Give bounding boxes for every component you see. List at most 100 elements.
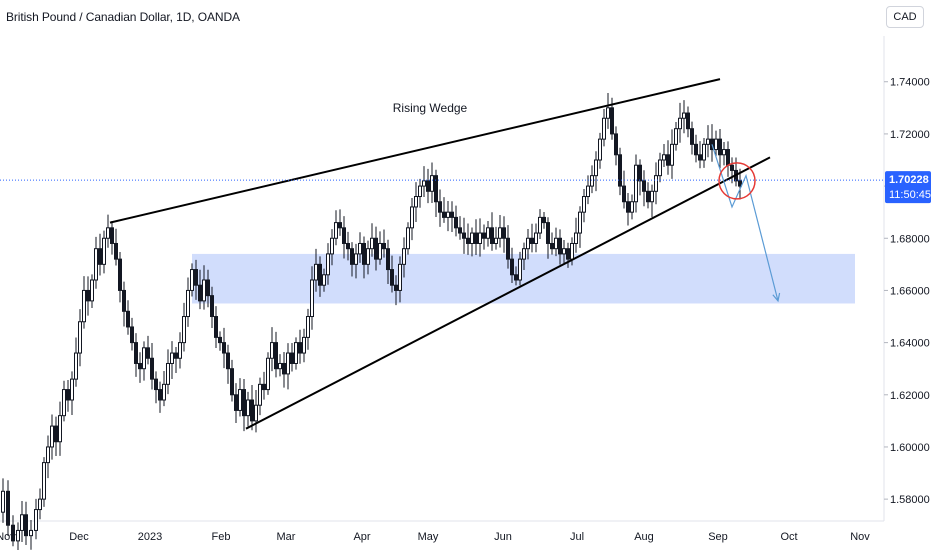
- candle-body: [470, 232, 474, 244]
- candle-body: [166, 362, 170, 385]
- candle-body: [578, 211, 582, 234]
- candle-body: [134, 342, 138, 364]
- candle-body: [346, 242, 350, 250]
- candle-body: [250, 399, 254, 422]
- y-tick-label: 1.66000: [890, 285, 930, 297]
- candle-body: [602, 117, 606, 140]
- candle-body: [458, 227, 462, 234]
- candle-body: [238, 389, 242, 411]
- x-tick-label: Mar: [277, 531, 296, 543]
- candle-body: [234, 394, 238, 411]
- candle-body: [182, 316, 186, 344]
- candle-body: [410, 206, 414, 229]
- candle-body: [130, 326, 134, 344]
- candle-body: [242, 389, 246, 417]
- candle-body: [378, 242, 382, 260]
- candle-body: [642, 180, 646, 192]
- candle-body: [718, 138, 722, 156]
- candle-body: [738, 180, 742, 187]
- x-tick-label: Aug: [634, 531, 654, 543]
- candle-body: [482, 232, 486, 239]
- candle-body: [542, 216, 546, 224]
- candle-body: [582, 196, 586, 213]
- x-tick-label: Jul: [570, 531, 584, 543]
- candle-body: [434, 175, 438, 203]
- candle-body: [670, 143, 674, 166]
- x-tick-label: Sep: [708, 531, 728, 543]
- candle-body: [210, 295, 214, 318]
- candle-body: [598, 138, 602, 161]
- candle-body: [102, 237, 106, 265]
- symbol-title: British Pound / Canadian Dollar, 1D, OAN…: [6, 10, 240, 24]
- candle-body: [370, 237, 374, 250]
- candle-body: [622, 185, 626, 203]
- candle-body: [690, 128, 694, 145]
- x-tick-label: 2023: [138, 531, 162, 543]
- candle-body: [82, 289, 86, 323]
- candle-body: [566, 248, 570, 260]
- candle-body: [638, 164, 642, 182]
- candle-body: [494, 237, 498, 244]
- candle-body: [198, 284, 202, 302]
- candle-body: [694, 143, 698, 156]
- candle-body: [122, 289, 126, 312]
- candle-body: [202, 279, 206, 302]
- candle-body: [270, 342, 274, 359]
- candle-body: [558, 237, 562, 255]
- candle-body: [330, 237, 334, 255]
- y-tick-label: 1.68000: [890, 233, 930, 245]
- candle-body: [226, 352, 230, 370]
- candle-body: [526, 237, 530, 250]
- candle-body: [674, 128, 678, 145]
- candle-body: [406, 227, 410, 250]
- candle-body: [590, 175, 594, 187]
- candle-body: [634, 164, 638, 203]
- candle-body: [414, 196, 418, 208]
- candle-body: [678, 117, 682, 130]
- candle-body: [730, 164, 734, 171]
- candle-body: [206, 279, 210, 297]
- candle-body: [16, 529, 20, 542]
- candle-body: [150, 357, 154, 380]
- candle-body: [290, 352, 294, 364]
- candle-body: [146, 347, 150, 359]
- candle-body: [510, 258, 514, 276]
- x-tick-label: Apr: [353, 531, 370, 543]
- countdown-label: 11:50:45: [889, 189, 931, 201]
- y-tick-label: 1.72000: [890, 129, 930, 141]
- candle-body: [262, 383, 266, 391]
- candle-body: [490, 227, 494, 244]
- candle-body: [534, 232, 538, 244]
- candle-body: [426, 180, 430, 192]
- candle-body: [550, 242, 554, 250]
- candle-body: [606, 107, 610, 119]
- candle-body: [446, 211, 450, 218]
- candle-body: [11, 524, 15, 542]
- x-tick-label: Dec: [69, 531, 89, 543]
- candle-body: [118, 258, 122, 291]
- projection-arrowhead: [772, 292, 781, 303]
- candle-body: [422, 180, 426, 187]
- currency-button[interactable]: CAD: [886, 6, 924, 28]
- candle-body: [350, 248, 354, 265]
- candle-body: [506, 237, 510, 260]
- candle-body: [218, 336, 222, 344]
- candle-body: [650, 190, 654, 203]
- candle-body: [62, 389, 66, 417]
- candle-body: [190, 269, 194, 291]
- candle-body: [518, 258, 522, 281]
- candle-body: [138, 362, 142, 370]
- candle-body: [374, 237, 378, 260]
- candle-body: [478, 232, 482, 244]
- candle-body: [66, 389, 70, 401]
- candle-body: [38, 498, 42, 511]
- candle-body: [398, 263, 402, 291]
- candle-body: [314, 263, 318, 281]
- candle-body: [126, 310, 130, 328]
- candle-body: [646, 190, 650, 203]
- candle-body: [194, 269, 198, 286]
- candle-body: [562, 248, 566, 255]
- candle-body: [486, 227, 490, 239]
